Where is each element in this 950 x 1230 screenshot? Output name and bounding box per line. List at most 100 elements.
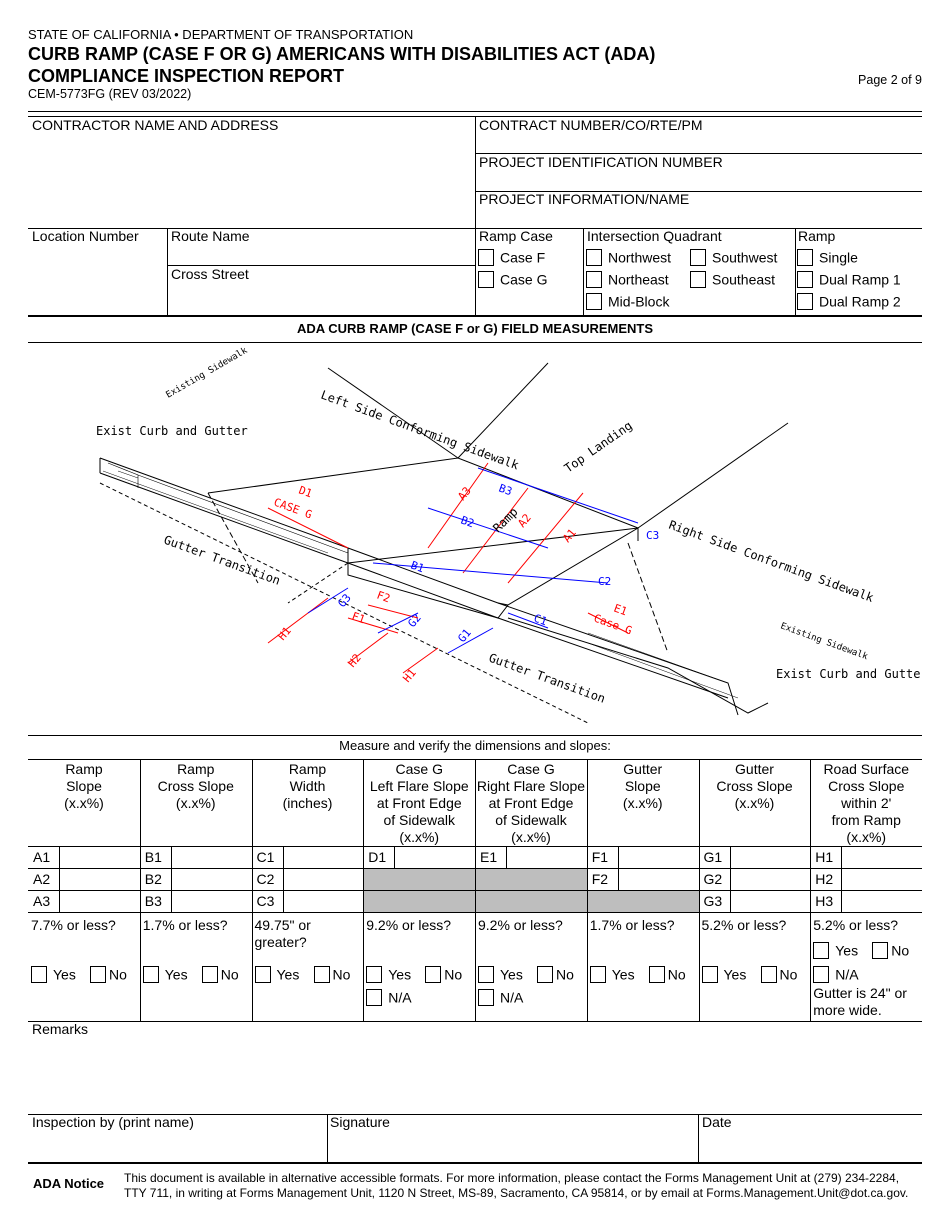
contract-number-field[interactable]: CONTRACT NUMBER/CO/RTE/PM	[479, 117, 703, 133]
option-label: No	[444, 966, 463, 983]
measurement-input[interactable]	[842, 891, 921, 912]
option-label: No	[779, 966, 798, 983]
label-e1: E1	[612, 602, 629, 619]
option-label: Southwest	[712, 249, 778, 266]
option-label: Yes	[53, 966, 76, 983]
no-checkbox[interactable]: No	[425, 964, 462, 983]
row-label: B2	[144, 871, 162, 887]
mid-block-checkbox[interactable]: Mid-Block	[586, 291, 669, 310]
project-info-field[interactable]: PROJECT INFORMATION/NAME	[479, 191, 690, 207]
option-label: No	[332, 966, 351, 983]
label-c3: C3	[646, 529, 659, 542]
measurement-input[interactable]	[619, 869, 698, 890]
row-label: B1	[144, 849, 162, 865]
label-top-landing: Top Landing	[562, 418, 635, 475]
yes-checkbox[interactable]: Yes	[701, 964, 747, 983]
measurement-input[interactable]	[60, 891, 139, 912]
na-checkbox[interactable]: N/A	[366, 987, 412, 1006]
yes-checkbox[interactable]: Yes	[142, 964, 188, 983]
measurement-input[interactable]	[284, 869, 363, 890]
label-c2: C2	[598, 575, 611, 588]
column-header: Gutter Cross Slope (x.x%)	[716, 761, 793, 811]
disabled-cell	[364, 891, 475, 912]
column-header: Ramp Slope (x.x%)	[64, 761, 104, 811]
measurement-input[interactable]	[284, 891, 363, 912]
label-gutter-transition-left: Gutter Transition	[162, 533, 282, 588]
route-name-field[interactable]: Route Name	[171, 228, 250, 244]
column-header: Gutter Slope (x.x%)	[622, 761, 663, 811]
yes-checkbox[interactable]: Yes	[31, 964, 76, 983]
measurement-input[interactable]	[60, 869, 139, 890]
option-label: No	[556, 966, 574, 983]
date-field[interactable]: Date	[702, 1114, 732, 1130]
row-label: H3	[815, 893, 834, 909]
no-checkbox[interactable]: No	[648, 964, 686, 983]
no-checkbox[interactable]: No	[760, 964, 798, 983]
single-checkbox[interactable]: Single	[797, 247, 858, 266]
inspector-name-field[interactable]: Inspection by (print name)	[32, 1114, 194, 1130]
yes-checkbox[interactable]: Yes	[589, 964, 635, 983]
option-label: N/A	[500, 989, 524, 1006]
northwest-checkbox[interactable]: Northwest	[586, 247, 671, 266]
yes-checkbox[interactable]: Yes	[813, 940, 858, 959]
project-id-field[interactable]: PROJECT IDENTIFICATION NUMBER	[479, 154, 723, 170]
compliance-question: 9.2% or less?	[366, 917, 452, 933]
measurement-input[interactable]	[172, 891, 251, 912]
measurement-input[interactable]	[731, 869, 810, 890]
signature-field[interactable]: Signature	[330, 1114, 390, 1130]
measurement-input[interactable]	[172, 869, 251, 890]
label-d1: D1	[297, 484, 314, 501]
label-exist-curb-right: Exist Curb and Gutter	[776, 667, 922, 681]
case-f-checkbox[interactable]: Case F	[478, 247, 545, 266]
southwest-checkbox[interactable]: Southwest	[690, 247, 777, 266]
label-a1: A1	[560, 526, 578, 545]
dual-ramp-1-checkbox[interactable]: Dual Ramp 1	[797, 269, 901, 288]
page-number: Page 2 of 9	[858, 73, 922, 87]
label-g1: G1	[455, 626, 473, 645]
label-h2: H2	[345, 651, 363, 670]
cross-street-field[interactable]: Cross Street	[171, 266, 249, 282]
option-label: N/A	[388, 989, 412, 1006]
option-label: Yes	[723, 966, 747, 983]
option-label: No	[891, 942, 910, 959]
na-checkbox[interactable]: N/A	[478, 987, 523, 1006]
measurement-input[interactable]	[731, 847, 810, 868]
na-checkbox[interactable]: N/A	[813, 964, 859, 983]
northeast-checkbox[interactable]: Northeast	[586, 269, 669, 288]
form-number: CEM-5773FG (REV 03/2022)	[28, 87, 192, 101]
dual-ramp-2-checkbox[interactable]: Dual Ramp 2	[797, 291, 901, 310]
contractor-field[interactable]: CONTRACTOR NAME AND ADDRESS	[32, 117, 279, 133]
no-checkbox[interactable]: No	[537, 964, 574, 983]
label-exist-curb-left: Exist Curb and Gutter	[96, 424, 248, 438]
curb-ramp-diagram: D1 CASE G E1 Case G A3 A2 A1 F2 F1 H1 H2…	[96, 346, 922, 724]
location-number-field[interactable]: Location Number	[32, 228, 139, 244]
option-label: Case F	[500, 249, 546, 266]
measurement-input[interactable]	[842, 869, 921, 890]
measurement-input[interactable]	[619, 847, 698, 868]
option-label: Yes	[500, 966, 523, 983]
measurement-input[interactable]	[284, 847, 363, 868]
southeast-checkbox[interactable]: Southeast	[690, 269, 775, 288]
no-checkbox[interactable]: No	[90, 964, 127, 983]
measurement-input[interactable]	[731, 891, 810, 912]
remarks-field[interactable]: Remarks	[32, 1021, 89, 1037]
measurement-input[interactable]	[842, 847, 921, 868]
yes-checkbox[interactable]: Yes	[254, 964, 299, 983]
measurement-input[interactable]	[507, 847, 586, 868]
case-g-checkbox[interactable]: Case G	[478, 269, 547, 288]
measurement-input[interactable]	[395, 847, 474, 868]
measurement-input[interactable]	[60, 847, 139, 868]
measure-caption: Measure and verify the dimensions and sl…	[339, 738, 611, 753]
measurement-input[interactable]	[172, 847, 251, 868]
row-label: H1	[815, 849, 834, 865]
yes-checkbox[interactable]: Yes	[478, 964, 523, 983]
no-checkbox[interactable]: No	[201, 964, 239, 983]
yes-checkbox[interactable]: Yes	[366, 964, 411, 983]
row-label: G1	[703, 849, 723, 865]
no-checkbox[interactable]: No	[872, 940, 909, 959]
notice-line-2: TTY 711, in writing at Forms Management …	[124, 1186, 909, 1200]
row-label: B3	[144, 893, 162, 909]
column-header: Ramp Width (inches)	[282, 761, 333, 811]
no-checkbox[interactable]: No	[313, 964, 351, 983]
label-h1a: H1	[275, 624, 293, 643]
